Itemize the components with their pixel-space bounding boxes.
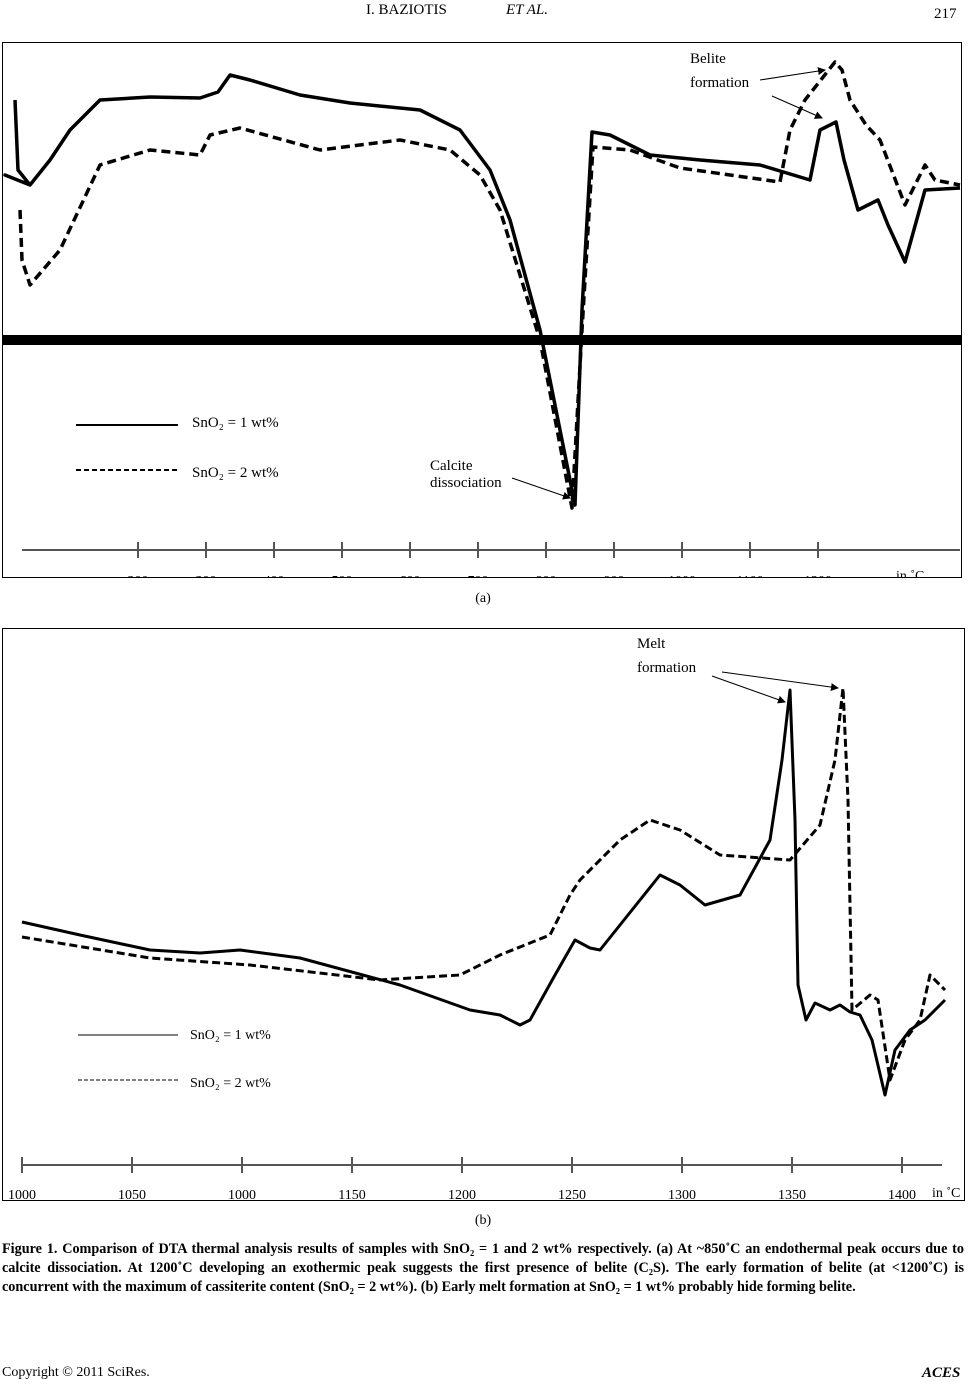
x-tick-label: 400 (264, 574, 285, 589)
x-tick-label: 1150 (338, 1188, 365, 1203)
x-tick-label: 500 (332, 574, 353, 589)
figure-b: 1000 1050 1000 1150 1200 1250 1300 1350 1400 in … (2, 628, 965, 1203)
arrow (771, 95, 823, 119)
running-header: I. BAZIOTIS ET AL. 217 (0, 2, 968, 24)
figures: 200 300 400 500 600 700 800 900 1000 1100 1200 in … (2, 42, 965, 1228)
curve-1wt (21, 688, 947, 1097)
arrow (721, 671, 839, 692)
x-tick-label: 1250 (558, 1188, 586, 1203)
copyright: Copyright © 2011 SciRes. (2, 1365, 150, 1380)
x-tick-label: 700 (468, 574, 489, 589)
x-unit: in ˚C (932, 1186, 960, 1201)
bar (2, 335, 962, 345)
x-tick-label: 200 (128, 574, 149, 589)
figure-a: 200 300 400 500 600 700 800 900 1000 1100 1200 in … (2, 42, 962, 589)
curve-2wt (18, 60, 961, 510)
x-unit: in ˚C (896, 569, 924, 584)
annotation: Belite (690, 51, 726, 67)
annotation: Melt (637, 636, 666, 652)
x-tick-label: 1300 (668, 1188, 696, 1203)
x-tick-label: 1000 (228, 1188, 256, 1203)
x-tick-label: 1000 (668, 574, 696, 589)
legend-label: SnO₂ = 1 wt% (192, 415, 279, 431)
legend-label: SnO₂ = 2 wt% (190, 1076, 271, 1091)
x-tick-label: 600 (400, 574, 421, 589)
page-number: 217 (934, 6, 957, 22)
figure-frame (2, 628, 965, 1201)
figure-frame (2, 42, 962, 578)
annotation: formation (637, 660, 697, 676)
annotation: Calcite (430, 458, 473, 474)
legend-label: SnO₂ = 1 wt% (190, 1028, 271, 1043)
x-tick-label: 300 (196, 574, 217, 589)
arrow (511, 477, 571, 500)
x-tick-label: 1200 (448, 1188, 476, 1203)
legend-label: SnO₂ = 2 wt% (192, 465, 279, 481)
x-tick-label: 800 (536, 574, 557, 589)
subcaption: (b) (475, 1213, 492, 1228)
x-tick-label: 900 (604, 574, 625, 589)
arrow (759, 67, 826, 81)
annotation: formation (690, 75, 750, 91)
authors: I. BAZIOTIS (366, 2, 447, 18)
annotation: dissociation (430, 475, 502, 491)
journal: ACES (922, 1365, 961, 1381)
curve-2wt (21, 686, 947, 1082)
x-tick-label: 1200 (804, 574, 832, 589)
et-al: ET AL. (506, 2, 548, 18)
x-tick-label: 1350 (778, 1188, 806, 1203)
x-tick-label: 1400 (888, 1188, 916, 1203)
subcaption: (a) (475, 591, 491, 606)
x-tick-label: 1050 (118, 1188, 146, 1203)
figure-caption: Figure 1. Comparison of DTA thermal anal… (2, 1241, 964, 1295)
arrow (711, 675, 786, 704)
curve-1wt (3, 73, 961, 507)
x-tick-label: 1100 (736, 574, 763, 589)
x-tick-label: 1000 (8, 1188, 36, 1203)
